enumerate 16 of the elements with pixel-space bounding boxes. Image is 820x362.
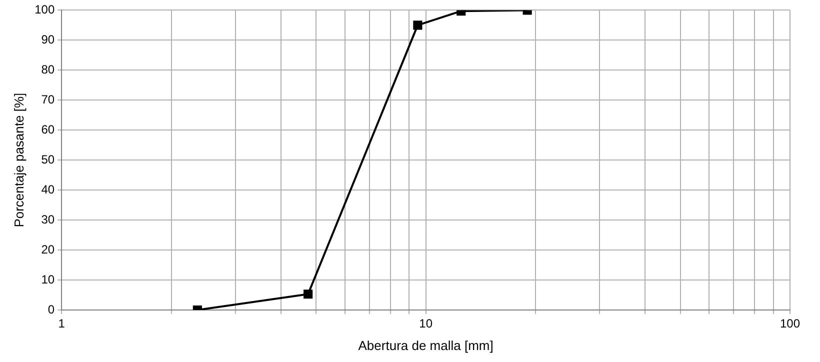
x-tick-label: 1: [58, 316, 66, 331]
y-tick-label: 100: [34, 2, 55, 17]
y-tick-label: 50: [41, 152, 55, 166]
y-tick-label: 70: [41, 92, 55, 106]
y-tick-label: 30: [41, 212, 55, 226]
x-axis-title: Abertura de malla [mm]: [358, 338, 494, 353]
y-tick-label: 10: [41, 272, 55, 286]
y-axis-title: Porcentaje pasante [%]: [11, 92, 26, 228]
y-tick-label: 0: [48, 302, 55, 316]
y-tick-label: 60: [41, 122, 55, 136]
y-tick-label: 20: [41, 242, 55, 256]
y-tick-label: 90: [41, 32, 55, 46]
x-tick-label: 100: [780, 316, 800, 331]
y-tick-label: 80: [41, 62, 55, 76]
y-tick-label: 40: [41, 182, 55, 196]
x-tick-label: 10: [419, 316, 433, 331]
